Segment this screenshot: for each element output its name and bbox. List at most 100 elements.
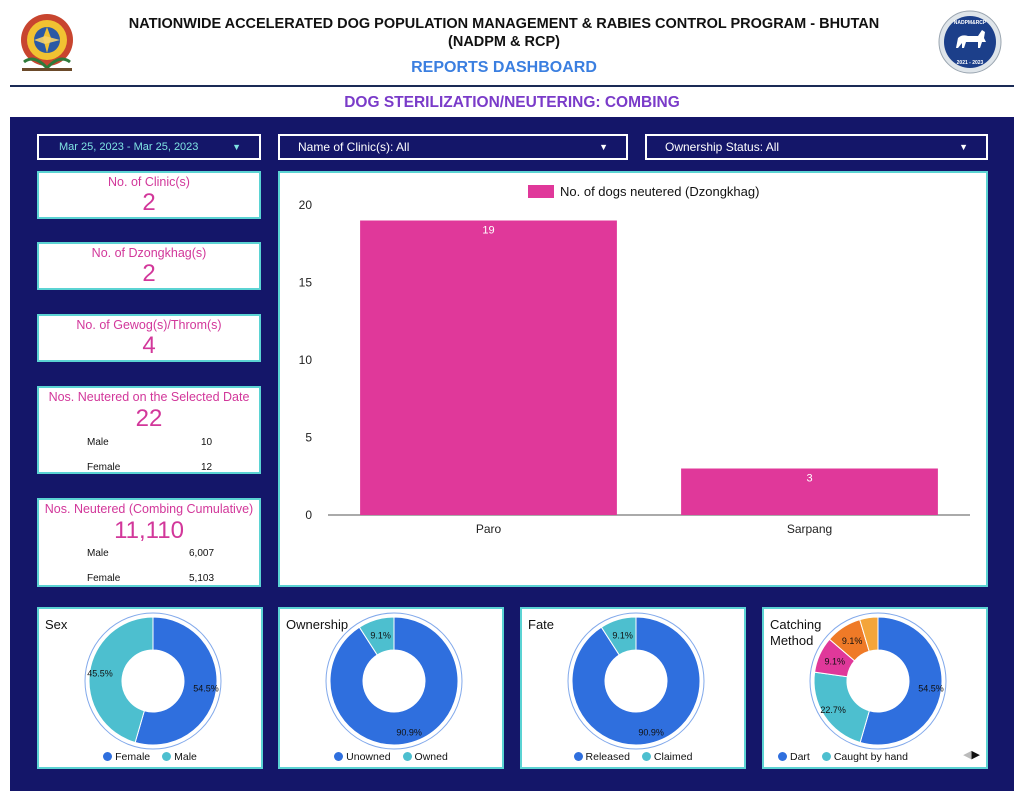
bar-chart-svg: No. of dogs neutered (Dzongkhag) 0 5 10 15 20… xyxy=(299,184,970,536)
scorecard-label: No. of Dzongkhag(s) xyxy=(91,246,207,260)
pie-slice[interactable] xyxy=(88,616,154,744)
pie-slice-label: 45.5% xyxy=(87,668,113,678)
pie-slice[interactable] xyxy=(358,616,395,656)
pie-slice-label: 54.5% xyxy=(193,684,219,694)
pie-slice[interactable] xyxy=(600,616,637,656)
scorecard-value: 2 xyxy=(142,189,156,216)
date-range-filter[interactable]: Mar 25, 2023 - Mar 25, 2023 ▼ xyxy=(37,134,261,160)
pie-legend: Dart Caught by hand xyxy=(772,751,986,763)
pie-ring xyxy=(325,612,463,750)
legend-item: Dart xyxy=(778,751,810,763)
legend-item: Released xyxy=(573,751,630,763)
pie-slice[interactable] xyxy=(859,616,879,652)
scorecard-value: 22 xyxy=(135,405,163,432)
pie-slice[interactable] xyxy=(134,616,218,746)
pie-title-line1: Catching xyxy=(770,617,822,632)
dropdown-caret-icon: ▼ xyxy=(599,142,608,152)
clinic-filter-label: Name of Clinic(s): All xyxy=(298,140,410,154)
ownership-filter-label: Ownership Status: All xyxy=(665,140,780,154)
pie-svg: 90.9% 9.1% xyxy=(325,612,463,750)
legend-dot-icon xyxy=(641,752,651,761)
legend-dot-icon xyxy=(778,752,787,761)
dropdown-caret-icon: ▼ xyxy=(959,142,968,152)
female-count: 12 xyxy=(201,462,213,473)
dashboard-title: REPORTS DASHBOARD xyxy=(411,59,597,76)
pie-slice[interactable] xyxy=(859,616,943,746)
pie-svg: 54.5% 45.5% xyxy=(84,612,222,750)
badge-years: 2021 - 2023 xyxy=(957,60,984,66)
legend-dot-icon xyxy=(821,752,831,761)
page-title-line2: (NADPM & RCP) xyxy=(448,34,560,50)
legend-label: Released xyxy=(585,751,630,763)
legend-label: Claimed xyxy=(653,751,693,763)
cumulative-scorecard: Nos. Neutered (Combing Cumulative) 11,11… xyxy=(37,498,261,587)
y-tick-label: 15 xyxy=(299,276,313,290)
pie-slice-label: 90.9% xyxy=(396,727,422,737)
bhutan-emblem-logo xyxy=(21,14,73,71)
pie-svg: 54.5% 22.7% 9.1% 9.1% xyxy=(809,612,947,750)
legend-swatch xyxy=(528,185,554,198)
legend-label: Owned xyxy=(414,751,448,763)
pie-svg: 90.9% 9.1% xyxy=(567,612,705,750)
bar-data-label: 3 xyxy=(806,473,812,485)
badge-text: NADPM&RCP xyxy=(954,20,987,26)
legend-label: Caught by hand xyxy=(833,751,908,763)
male-count: 10 xyxy=(201,437,213,448)
pie-slice-label: 9.1% xyxy=(842,636,863,646)
pie-slice-label: 22.7% xyxy=(820,705,846,715)
scorecard-label: No. of Clinic(s) xyxy=(108,175,190,189)
legend-prev-icon[interactable]: ◀ xyxy=(963,749,972,761)
scorecard-label: No. of Gewog(s)/Throm(s) xyxy=(76,318,222,332)
male-count: 6,007 xyxy=(189,548,215,559)
scorecard-label: Nos. Neutered on the Selected Date xyxy=(48,390,250,404)
catching-method-pie-chart: 54.5% 22.7% 9.1% 9.1% Catching Method Dart Ca… xyxy=(762,607,988,769)
legend-dot-icon xyxy=(573,752,583,761)
scorecard-value: 4 xyxy=(142,332,156,359)
sex-pie-chart: 54.5% 45.5% Sex Female Male xyxy=(37,607,263,769)
pie-title: Fate xyxy=(528,617,555,632)
legend-item: Caught by hand xyxy=(821,751,908,763)
legend-item: Female xyxy=(103,751,150,763)
nadpm-badge-logo: NADPM&RCP 2021 - 2023 xyxy=(938,10,1002,74)
legend-item: Owned xyxy=(402,751,448,763)
header: NATIONWIDE ACCELERATED DOG POPULATION MA… xyxy=(0,0,1024,87)
pie-slice-label: 9.1% xyxy=(370,630,391,640)
pie-slice-label: 9.1% xyxy=(824,656,845,666)
section-title: DOG STERILIZATION/NEUTERING: COMBING xyxy=(344,94,680,111)
clinics-scorecard: No. of Clinic(s) 2 xyxy=(37,171,261,219)
pie-title: Catching Method xyxy=(770,617,821,649)
ownership-filter[interactable]: Ownership Status: All ▼ xyxy=(645,134,988,160)
legend-dot-icon xyxy=(334,752,344,761)
bar-sarpang[interactable] xyxy=(681,468,938,516)
legend-next-icon[interactable]: ▶ xyxy=(971,749,980,761)
gewogs-scorecard: No. of Gewog(s)/Throm(s) 4 xyxy=(37,314,261,362)
pie-ring xyxy=(809,612,947,750)
legend-dot-icon xyxy=(103,752,113,761)
clinic-filter[interactable]: Name of Clinic(s): All ▼ xyxy=(278,134,628,160)
bar-paro[interactable] xyxy=(360,220,617,516)
pie-slice-label: 90.9% xyxy=(638,727,664,737)
y-tick-label: 20 xyxy=(299,198,313,212)
ownership-pie-chart: 90.9% 9.1% Ownership Unowned Owned xyxy=(278,607,504,769)
legend-label: Female xyxy=(115,751,151,763)
pie-slice[interactable] xyxy=(571,616,701,746)
pie-ring xyxy=(567,612,705,750)
pie-legend: Unowned Owned xyxy=(280,751,502,763)
legend-label: Dart xyxy=(790,751,810,763)
female-label: Female xyxy=(87,462,121,473)
pie-legend: Released Claimed xyxy=(522,751,744,763)
legend-dot-icon xyxy=(162,752,172,761)
selected-date-scorecard: Nos. Neutered on the Selected Date 22 Ma… xyxy=(37,386,261,474)
scorecard-label: Nos. Neutered (Combing Cumulative) xyxy=(44,502,254,516)
pie-slice[interactable] xyxy=(329,616,459,746)
bar-data-label: 19 xyxy=(482,225,494,237)
y-tick-label: 0 xyxy=(305,508,312,522)
female-count: 5,103 xyxy=(189,573,215,584)
x-tick-label: Sarpang xyxy=(787,522,832,536)
female-label: Female xyxy=(87,573,121,584)
legend-label: Unowned xyxy=(346,751,391,763)
scorecard-value: 2 xyxy=(142,260,156,287)
pie-title: Ownership xyxy=(286,617,349,632)
fate-pie-chart: 90.9% 9.1% Fate Released Claimed xyxy=(520,607,746,769)
male-label: Male xyxy=(87,548,109,559)
